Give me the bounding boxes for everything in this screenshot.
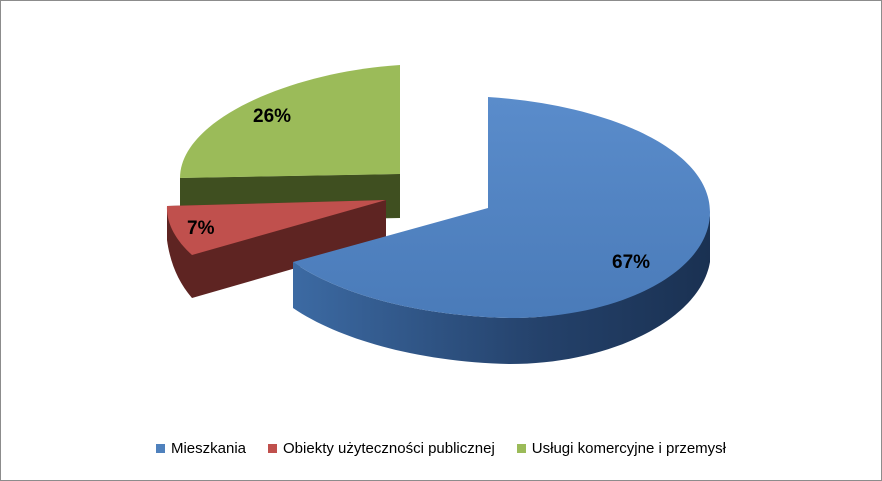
legend-swatch-obiekty	[268, 443, 278, 453]
legend-label-mieszkania: Mieszkania	[170, 439, 247, 457]
data-label-usugi: 26%	[253, 106, 291, 127]
legend-swatch-mieszkania	[155, 443, 165, 453]
legend-label-usugi: Usługi komercyjne i przemysł	[531, 439, 726, 457]
legend-item-obiekty: Obiekty użyteczności publicznej	[268, 440, 495, 457]
legend-swatch-usugi	[516, 443, 526, 453]
slice-usugi	[180, 65, 400, 178]
slice-obiekty	[166, 200, 386, 255]
legend-item-mieszkania: Mieszkania	[155, 439, 247, 457]
data-label-mieszkania: 67%	[612, 252, 650, 273]
slice-mieszkania	[293, 97, 710, 318]
data-label-obiekty: 7%	[187, 218, 215, 239]
slice-side-mieszkania	[293, 215, 710, 364]
chart-legend: Mieszkania Obiekty użyteczności publiczn…	[0, 437, 882, 459]
legend-item-usugi: Usługi komercyjne i przemysł	[516, 439, 726, 457]
legend-label-obiekty: Obiekty użyteczności publicznej	[283, 439, 495, 457]
